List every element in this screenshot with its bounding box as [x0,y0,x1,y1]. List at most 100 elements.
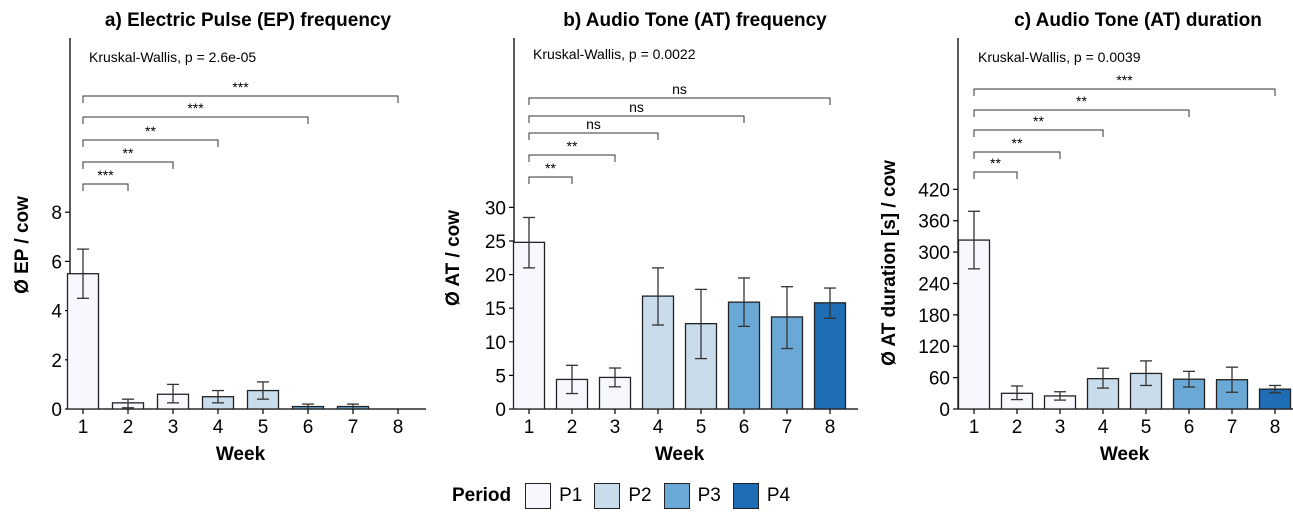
significance-label: *** [232,79,249,95]
y-tick-label: 4 [51,302,62,323]
significance-bracket [82,161,174,169]
x-tick-label: 6 [739,417,750,438]
significance-label: ns [629,99,644,115]
significance-label: ** [1012,135,1023,151]
y-tick-label: 25 [485,232,506,253]
y-tick-label: 30 [485,198,506,219]
chart-panel-1: a) Electric Pulse (EP) frequency 0 2 4 6 8 Ø E… [12,10,426,465]
y-tick-label: 300 [918,243,950,264]
y-tick-label: 360 [918,212,950,233]
chart-title: c) Audio Tone (AT) duration [1014,10,1262,31]
y-tick-label: 8 [51,203,62,224]
x-axis-label: Week [1100,444,1150,465]
legend-title: Period [452,485,512,506]
legend-item-p2: P2 [594,483,652,509]
significance-label: *** [1116,72,1133,88]
legend-label-p1: P1 [559,485,583,506]
x-tick-label: 2 [123,417,134,438]
significance-label: ** [123,145,134,161]
test-annotation: Kruskal-Wallis, p = 0.0039 [978,49,1141,65]
x-tick-label: 5 [1141,417,1152,438]
significance-bracket [528,115,745,123]
significance-label: ** [1033,113,1044,129]
x-tick-label: 4 [213,417,224,438]
y-tick-label: 0 [495,400,506,421]
significance-label: ** [990,155,1001,171]
legend-item-p3: P3 [663,483,721,509]
test-annotation: Kruskal-Wallis, p = 2.6e-05 [89,49,256,65]
x-tick-label: 4 [653,417,664,438]
significance-bracket [528,176,573,184]
y-tick-label: 2 [51,351,62,372]
significance-label: *** [187,100,204,116]
significance-label: ns [672,81,687,97]
y-tick-label: 240 [918,274,950,295]
x-tick-label: 5 [696,417,707,438]
x-tick-label: 8 [393,417,404,438]
legend-label-p3: P3 [697,485,721,506]
x-axis-label: Week [655,444,705,465]
legend-swatch-p2 [594,483,621,509]
significance-bracket [973,129,1104,137]
significance-bracket [528,154,616,162]
legend-item-p1: P1 [525,483,582,509]
significance-bracket [973,151,1061,159]
significance-label: ** [545,160,556,176]
y-tick-label: 420 [918,180,950,201]
x-axis-label: Week [216,444,266,465]
chart-title: a) Electric Pulse (EP) frequency [105,10,392,31]
legend-swatch-p3 [663,483,690,509]
significance-label: ** [145,123,156,139]
x-tick-label: 7 [348,417,359,438]
significance-bracket [973,171,1018,179]
significance-bracket [973,88,1276,96]
x-tick-label: 1 [524,417,535,438]
y-axis-label: Ø AT / cow [443,210,464,306]
significance-label: ns [586,116,601,132]
significance-bracket [973,109,1190,117]
x-tick-label: 8 [1270,417,1281,438]
x-tick-label: 1 [78,417,89,438]
significance-bracket [528,97,831,105]
legend-label-p4: P4 [766,485,791,506]
y-tick-label: 15 [485,299,506,320]
x-tick-label: 4 [1098,417,1109,438]
chart-panel-3: c) Audio Tone (AT) duration 0 60 120 180 240 3… [879,10,1293,465]
significance-label: *** [97,167,114,183]
chart-title: b) Audio Tone (AT) frequency [563,10,827,31]
y-tick-label: 60 [929,369,950,390]
significance-bracket [82,139,219,147]
legend: Period P1 P2 P3 P4 [452,480,802,512]
x-tick-label: 6 [1184,417,1195,438]
x-tick-label: 3 [610,417,621,438]
y-tick-label: 0 [51,400,62,421]
legend-label-p2: P2 [628,485,652,506]
significance-label: ** [567,138,578,154]
significance-bracket [82,95,399,103]
x-tick-label: 1 [969,417,980,438]
x-tick-label: 7 [782,417,793,438]
significance-bracket [82,116,309,124]
significance-bracket [528,132,659,140]
legend-item-p4: P4 [732,483,791,509]
x-tick-label: 2 [567,417,578,438]
y-tick-label: 180 [918,306,950,327]
y-tick-label: 5 [495,366,506,387]
x-tick-label: 6 [303,417,314,438]
x-tick-label: 8 [825,417,836,438]
legend-swatch-p1 [525,483,552,509]
significance-label: ** [1076,93,1087,109]
x-tick-label: 5 [258,417,269,438]
y-tick-label: 10 [485,333,506,354]
y-tick-label: 0 [939,400,950,421]
test-annotation: Kruskal-Wallis, p = 0.0022 [533,46,696,62]
legend-swatch-p4 [732,483,759,509]
x-tick-label: 3 [168,417,179,438]
x-tick-label: 7 [1227,417,1238,438]
y-tick-label: 6 [51,252,62,273]
x-tick-label: 2 [1012,417,1023,438]
y-tick-label: 20 [485,266,506,287]
significance-bracket [82,183,129,191]
y-tick-label: 120 [918,337,950,358]
